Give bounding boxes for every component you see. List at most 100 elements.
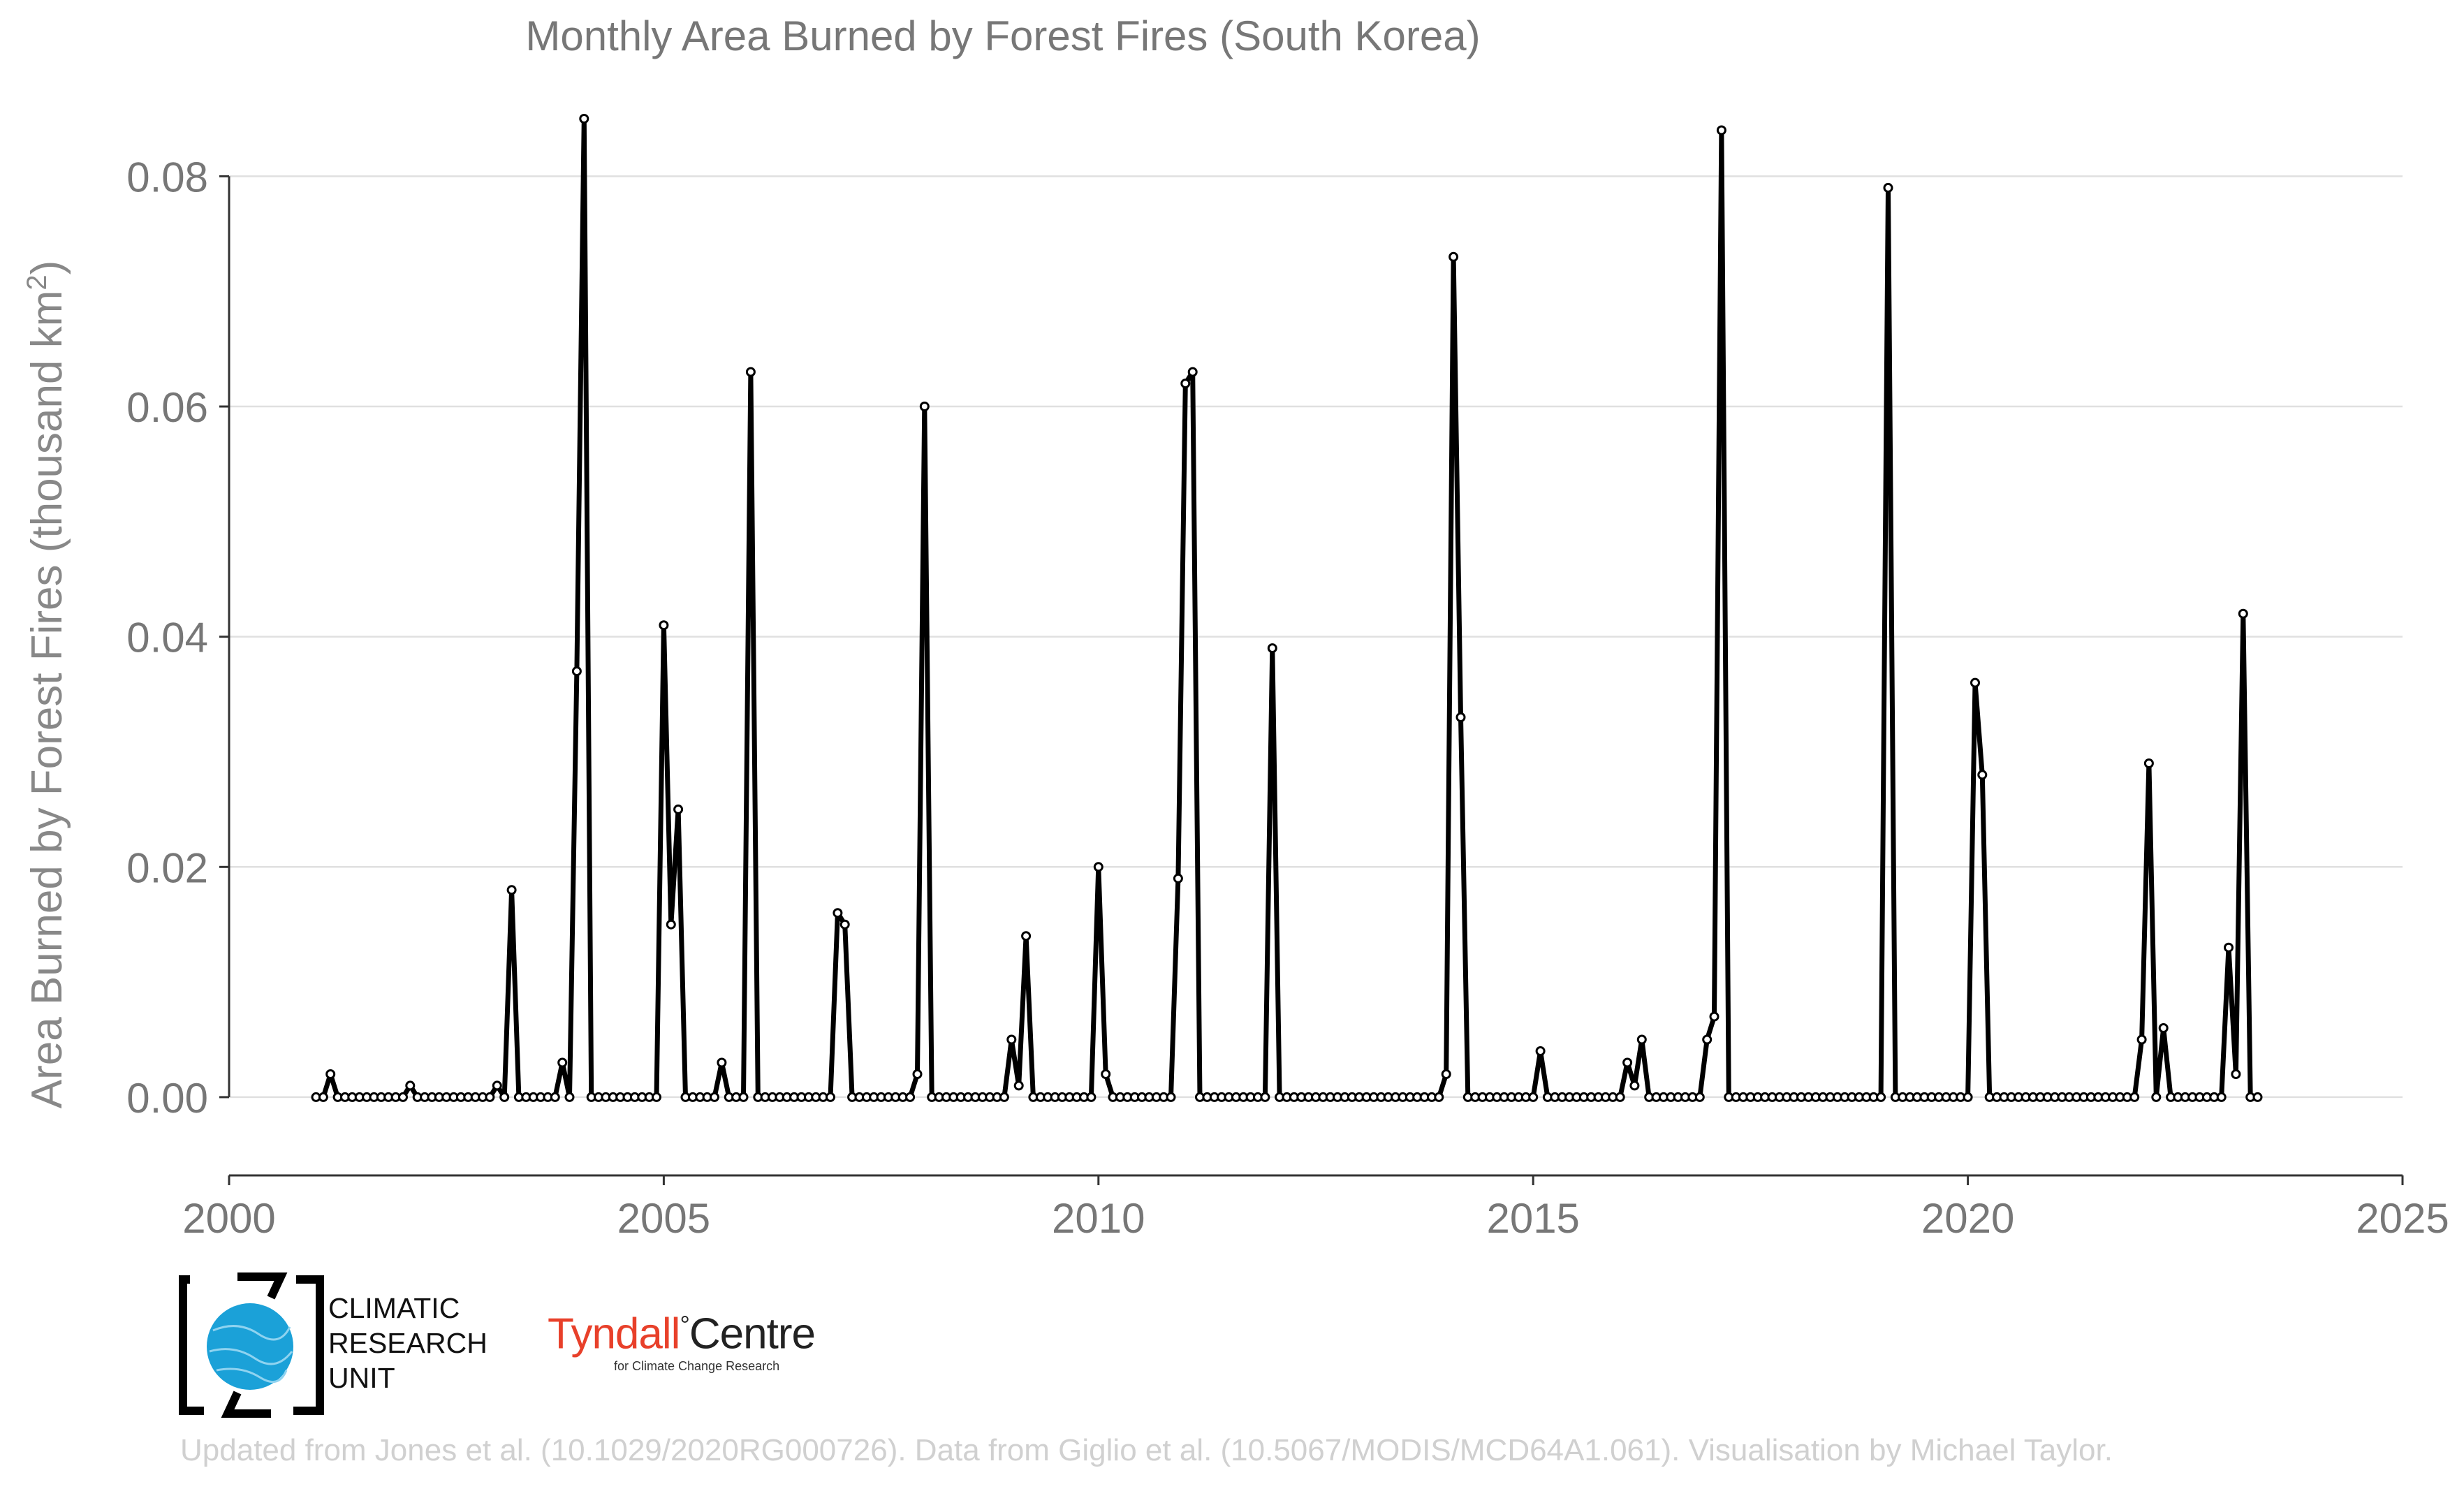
data-point — [1267, 643, 1277, 654]
tyndall-logo-wordmark: Tyndall°Centre — [548, 1300, 816, 1359]
cru-logo-line-1: CLIMATIC — [328, 1292, 460, 1324]
data-point — [492, 1080, 502, 1091]
cru-logo-frame — [179, 1275, 324, 1415]
series-line — [316, 116, 2258, 1100]
data-point — [550, 1092, 560, 1102]
data-point — [1434, 1092, 1444, 1102]
x-tick-label: 2015 — [1486, 1195, 1579, 1242]
data-point — [2136, 1034, 2147, 1045]
chart-title: Monthly Area Burned by Forest Fires (Sou… — [525, 13, 1480, 59]
data-point — [2238, 608, 2248, 619]
cru-logo — [179, 1272, 324, 1418]
data-point — [1622, 1057, 1633, 1068]
data-point — [1173, 873, 1183, 883]
data-point — [1086, 1092, 1097, 1102]
data-point — [564, 1092, 575, 1102]
data-point — [2216, 1092, 2227, 1102]
tyndall-logo-centre: Centre — [689, 1310, 816, 1358]
data-point — [1260, 1092, 1270, 1102]
data-point — [1977, 770, 1988, 780]
data-point — [1528, 1092, 1539, 1102]
data-point — [405, 1080, 416, 1091]
data-point — [2158, 1023, 2169, 1033]
data-point — [1013, 1080, 1024, 1091]
grid-lines — [229, 175, 2403, 1099]
data-point — [398, 1092, 408, 1102]
y-axis-label-close: ) — [23, 261, 71, 275]
data-point — [318, 1092, 328, 1102]
data-point — [1180, 379, 1191, 389]
data-point — [1441, 1069, 1451, 1079]
y-tick-label: 0.02 — [126, 844, 208, 891]
x-tick-label: 2010 — [1052, 1195, 1145, 1242]
data-point — [2231, 1069, 2241, 1079]
data-point — [738, 1092, 749, 1102]
cru-logo-line-3: UNIT — [328, 1362, 395, 1394]
x-tick-label: 2020 — [1921, 1195, 2014, 1242]
data-point — [1449, 251, 1459, 262]
data-point — [717, 1057, 727, 1068]
cru-logo-slash-top — [237, 1272, 288, 1300]
tyndall-logo-name: Tyndall — [548, 1310, 680, 1358]
series-layer — [311, 114, 2263, 1102]
data-point — [1970, 677, 1980, 688]
data-point — [1963, 1092, 1973, 1102]
y-axis-label-main: Area Burned by Forest Fires (thousand km — [23, 291, 71, 1109]
data-point — [710, 1092, 719, 1102]
data-point — [579, 114, 589, 124]
data-point — [1716, 125, 1726, 135]
y-axis: 0.00 0.02 0.04 0.06 0.08 — [126, 154, 230, 1122]
data-point — [1006, 1034, 1017, 1045]
data-point — [1187, 367, 1198, 377]
data-point — [826, 1092, 835, 1102]
x-tick-label: 2005 — [617, 1195, 710, 1242]
x-tick-label: 2025 — [2356, 1195, 2449, 1242]
data-point — [506, 885, 517, 895]
data-point — [557, 1057, 568, 1068]
tyndall-logo: Tyndall°Centre for Climate Change Resear… — [548, 1300, 816, 1374]
data-point — [1694, 1092, 1705, 1102]
data-point — [485, 1092, 495, 1102]
data-point — [1636, 1034, 1647, 1045]
y-tick-label: 0.08 — [126, 154, 208, 200]
tyndall-logo-degree: ° — [680, 1310, 689, 1339]
cru-globe-contours — [209, 1325, 293, 1384]
cru-logo-text: CLIMATIC RESEARCH UNIT — [328, 1291, 487, 1395]
data-point — [999, 1092, 1009, 1102]
data-point — [2151, 1092, 2162, 1102]
data-point — [1166, 1092, 1176, 1102]
data-point — [1101, 1069, 1111, 1079]
data-point — [2252, 1092, 2263, 1102]
data-point — [1876, 1092, 1886, 1102]
data-point — [2129, 1092, 2140, 1102]
data-point — [745, 367, 756, 377]
y-axis-label-superscript: 2 — [22, 274, 52, 290]
data-point — [1455, 712, 1466, 722]
y-axis-label: Area Burned by Forest Fires (thousand km… — [22, 261, 71, 1109]
cru-logo-line-2: RESEARCH — [328, 1327, 487, 1359]
data-point — [659, 620, 669, 631]
x-tick-label: 2000 — [182, 1195, 275, 1242]
y-tick-label: 0.04 — [126, 615, 208, 661]
data-point — [1629, 1080, 1640, 1091]
data-point — [673, 804, 684, 814]
data-point — [1021, 931, 1032, 941]
data-point — [666, 919, 676, 930]
data-point — [912, 1069, 923, 1079]
data-point — [1093, 862, 1103, 872]
data-point — [499, 1092, 510, 1102]
cru-logo-slash-bottom — [221, 1391, 271, 1418]
credit-text: Updated from Jones et al. (10.1029/2020R… — [180, 1433, 2113, 1467]
data-point — [1535, 1046, 1546, 1056]
cru-globe-icon — [207, 1303, 293, 1390]
data-point — [905, 1092, 916, 1102]
y-tick-label: 0.00 — [126, 1075, 208, 1122]
data-point — [1709, 1011, 1719, 1022]
data-point — [571, 666, 582, 677]
data-point — [833, 908, 843, 918]
tyndall-logo-subtitle: for Climate Change Research — [614, 1358, 780, 1373]
data-point — [2143, 758, 2154, 768]
data-point — [1702, 1034, 1713, 1045]
y-tick-label: 0.06 — [126, 384, 208, 431]
data-point — [652, 1092, 661, 1102]
